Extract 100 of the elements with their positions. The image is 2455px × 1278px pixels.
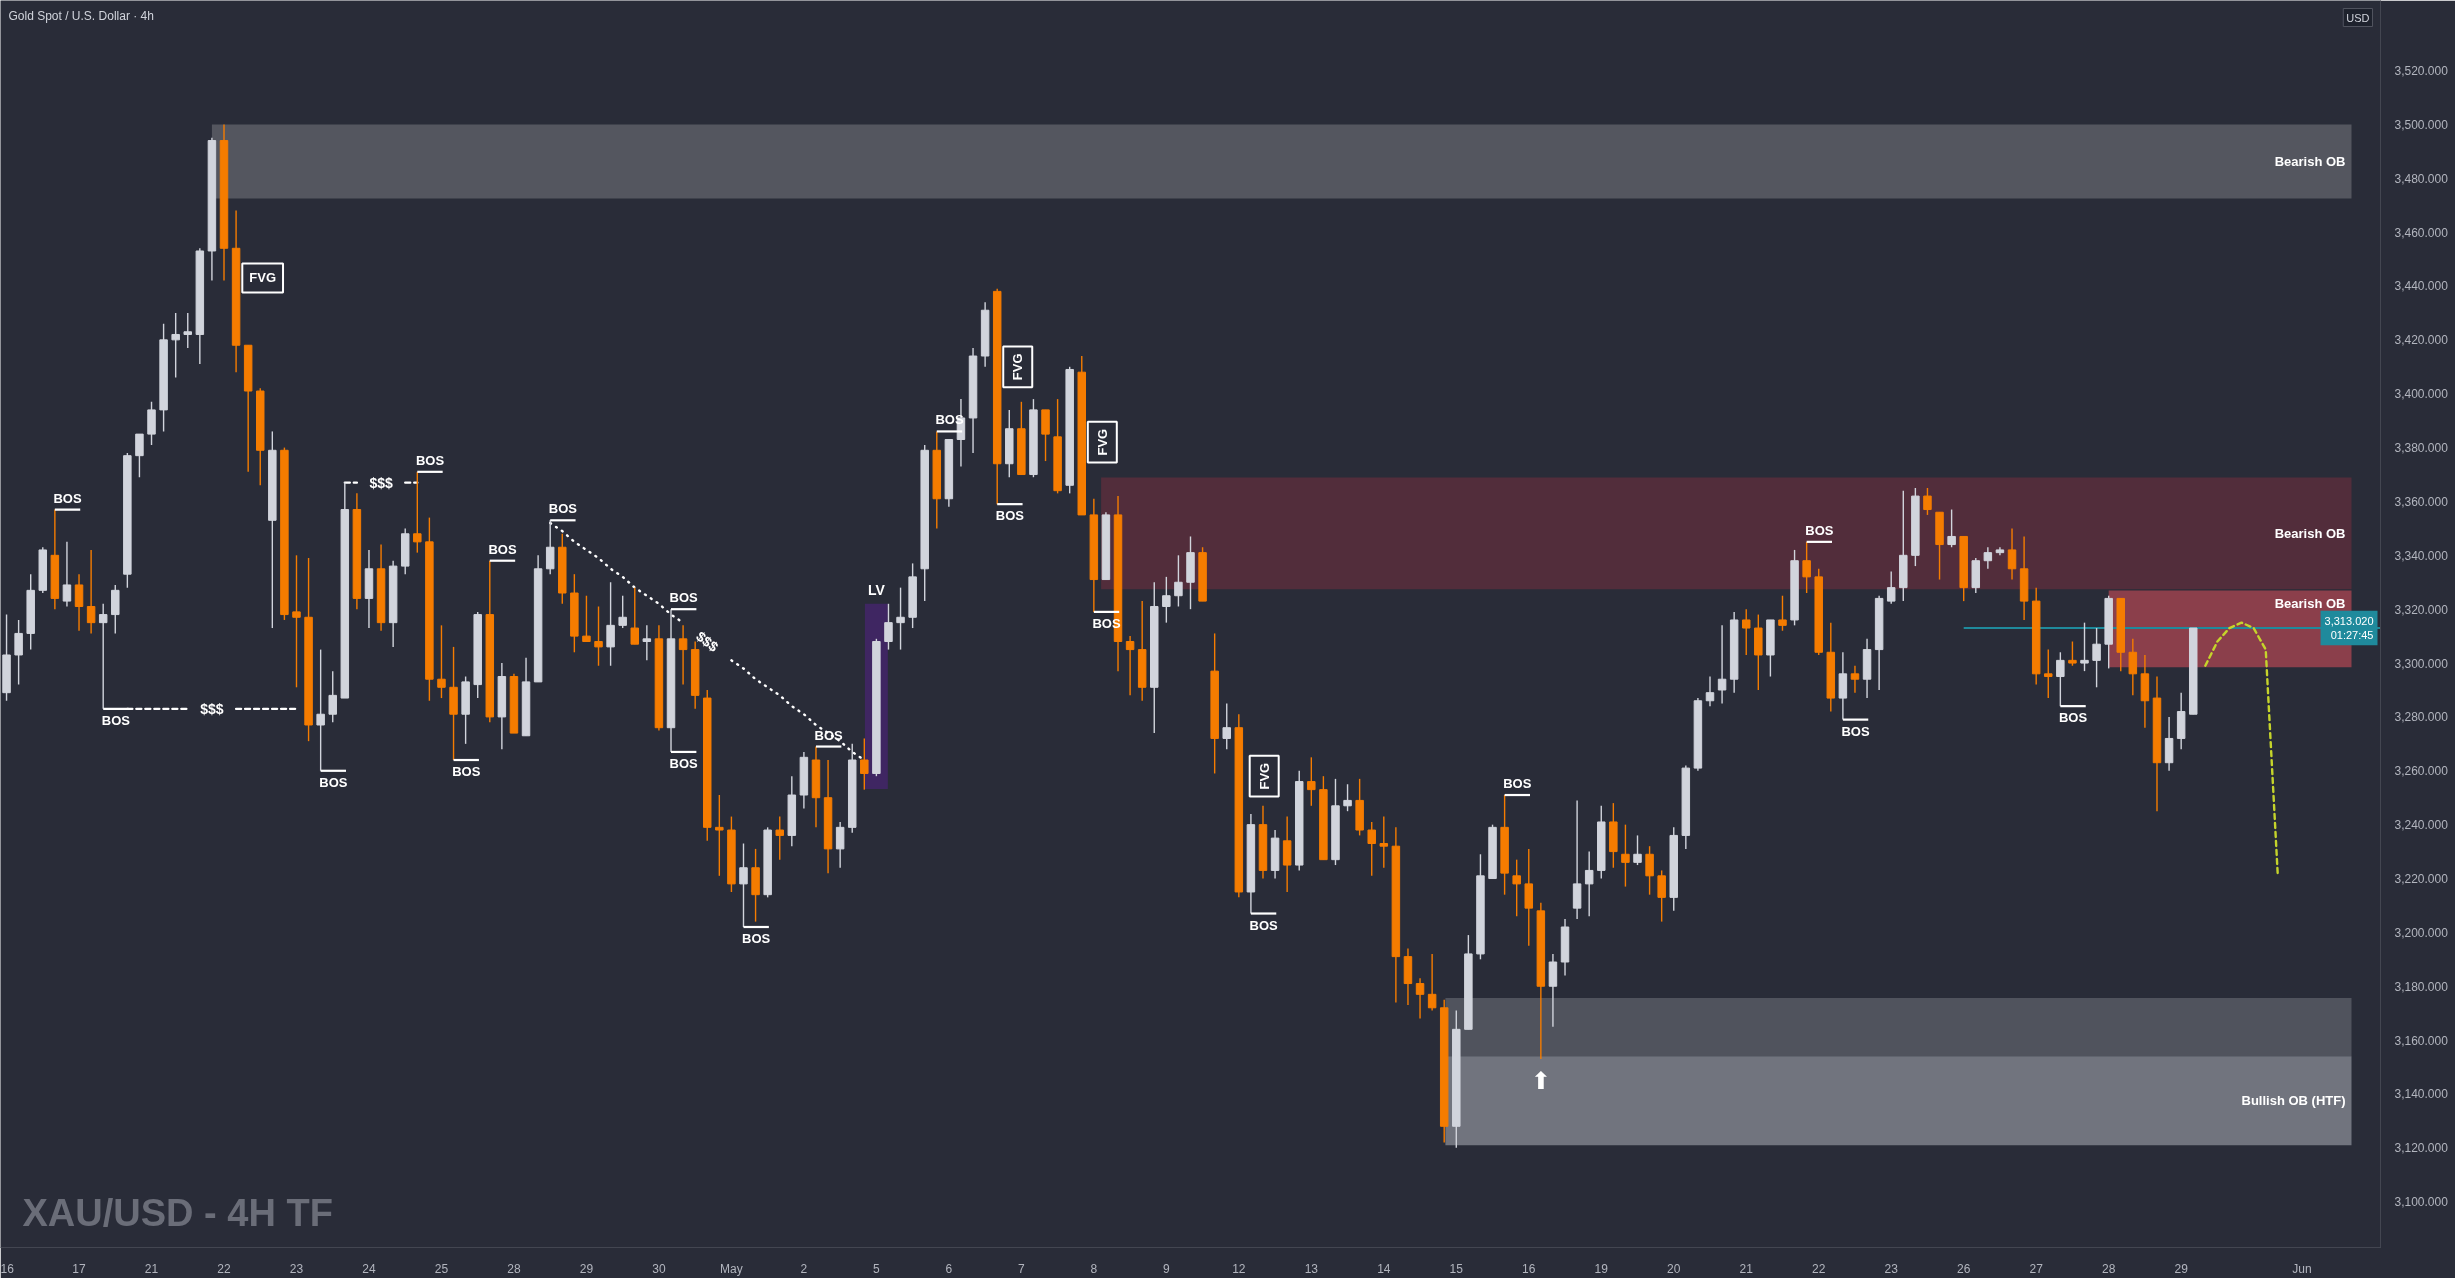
candlestick [1621, 823, 1630, 888]
annotation: BOS [1841, 723, 1870, 739]
annotation: ⬆ [1530, 1066, 1551, 1095]
candlestick [437, 624, 446, 699]
candlestick [642, 624, 652, 662]
candlestick [1947, 508, 1956, 548]
annotation: BOS [995, 508, 1025, 524]
annotation: BOS [53, 490, 82, 506]
candlestick [1923, 487, 1932, 516]
x-tick-label: 29 [2174, 1261, 2189, 1276]
annotation: BOS [2058, 710, 2088, 726]
annotation: BOS [452, 764, 481, 780]
x-tick-label: 29 [579, 1261, 594, 1276]
band-label: Bearish OB [2274, 596, 2346, 612]
annotation: BOS [101, 712, 131, 728]
y-tick-label: 3,500.000 [2394, 117, 2449, 132]
annotation: FVG [1094, 428, 1110, 456]
series-label: $$$ [200, 700, 224, 717]
candlestick [1367, 821, 1376, 877]
candlestick [1415, 977, 1425, 1020]
x-tick-label: 5 [873, 1261, 881, 1276]
x-tick-label: 13 [1304, 1261, 1319, 1276]
candlestick [1174, 554, 1183, 608]
candlestick [739, 842, 748, 928]
y-tick-label: 3,380.000 [2394, 441, 2449, 456]
x-tick-label: 26 [1957, 1261, 1971, 1276]
candlestick [1307, 756, 1316, 807]
candlestick [1802, 541, 1811, 594]
candlestick [1717, 624, 1727, 705]
candlestick [2080, 621, 2089, 672]
candlestick [860, 737, 869, 791]
candlestick [183, 312, 192, 349]
candlestick [1427, 953, 1437, 1012]
y-tick-label: 3,100.000 [2394, 1195, 2449, 1210]
x-tick-label: 30 [652, 1261, 666, 1276]
candlestick [1343, 783, 1352, 812]
annotation: BOS [669, 590, 699, 606]
x-tick-label: 7 [1018, 1261, 1026, 1276]
x-tick-label: 23 [289, 1261, 304, 1276]
y-tick-label: 3,120.000 [2394, 1141, 2449, 1156]
x-tick-label: 16 [0, 1261, 15, 1276]
text: Gold Spot / U.S. Dollar · 4h [8, 8, 154, 23]
x-tick-label: 24 [362, 1261, 376, 1276]
text: $$$ [693, 628, 722, 656]
candlestick [2044, 648, 2053, 699]
y-tick-label: 3,280.000 [2394, 710, 2449, 725]
x-tick-label: 14 [1377, 1261, 1391, 1276]
candlestick [2092, 627, 2101, 688]
annotation: FVG [1256, 762, 1272, 790]
y-axis-title: USD [2346, 11, 2370, 24]
band-label: Bullish OB (HTF) [2241, 1093, 2346, 1109]
candlestick [1379, 815, 1389, 869]
candlestick [594, 605, 603, 667]
candlestick [1162, 576, 1171, 624]
candlestick [74, 573, 84, 632]
candlestick [1512, 858, 1521, 917]
y-tick-label: 3,160.000 [2394, 1033, 2449, 1048]
x-tick-label: 15 [1449, 1261, 1464, 1276]
candlestick [884, 603, 893, 651]
x-tick-label: 8 [1090, 1261, 1098, 1276]
y-tick-label: 3,420.000 [2394, 333, 2449, 348]
x-tick-label: 27 [2029, 1261, 2044, 1276]
candlestick [413, 471, 422, 554]
candlestick [545, 519, 555, 575]
candlestick [1657, 869, 1666, 923]
candlestick [2068, 640, 2077, 667]
x-tick-label: 23 [1884, 1261, 1899, 1276]
candlestick [2056, 651, 2065, 707]
annotation: XAU/USD - 4H TF [22, 1191, 333, 1234]
candlestick [292, 554, 301, 688]
candlestick [1886, 570, 1896, 605]
y-tick-label: 3,200.000 [2394, 925, 2449, 940]
x-tick-label: 25 [434, 1261, 449, 1276]
candlestick [606, 581, 615, 667]
annotation: BOS [669, 755, 699, 771]
annotation: BOS [548, 501, 578, 517]
candlestick [835, 821, 845, 869]
ref-line-label: 3,313.020 01:27:45 [2324, 614, 2374, 642]
candlestick [98, 603, 108, 710]
candlestick [86, 549, 96, 635]
annotation: BOS [1503, 776, 1532, 792]
candlestick [582, 595, 591, 643]
candlestick [316, 648, 325, 772]
candlestick [678, 624, 688, 686]
x-tick-label: 16 [1522, 1261, 1536, 1276]
candlestick [1850, 665, 1860, 694]
candlestick [630, 586, 640, 645]
y-tick-label: 3,460.000 [2394, 225, 2449, 240]
candlestick [1741, 608, 1751, 656]
x-tick-label: 17 [72, 1261, 87, 1276]
x-tick-label: 20 [1667, 1261, 1681, 1276]
x-tick-label: 9 [1163, 1261, 1170, 1276]
candlestick [1705, 675, 1715, 707]
y-tick-label: 3,480.000 [2394, 171, 2449, 186]
candlestick [618, 595, 627, 629]
y-tick-label: 3,220.000 [2394, 872, 2449, 887]
candlestick [775, 815, 784, 861]
annotation: BOS [1249, 917, 1279, 933]
candlestick [171, 312, 180, 379]
y-tick-label: 3,140.000 [2394, 1087, 2449, 1102]
